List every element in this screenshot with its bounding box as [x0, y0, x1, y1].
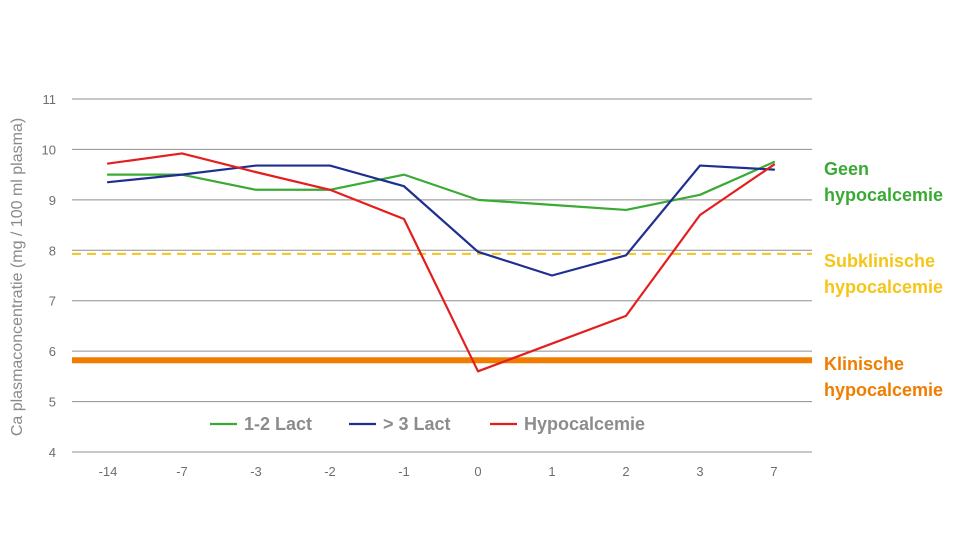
x-tick--3: -3: [250, 464, 262, 479]
legend-label-1: 1-2 Lact: [244, 414, 312, 434]
y-tick-7: 7: [49, 294, 56, 309]
legend-label-2: > 3 Lact: [383, 414, 451, 434]
y-tick-labels: 4 5 6 7 8 9 10 11: [42, 92, 56, 460]
y-tick-4: 4: [49, 445, 56, 460]
x-tick--7: -7: [176, 464, 188, 479]
x-tick--1: -1: [398, 464, 410, 479]
y-tick-9: 9: [49, 193, 56, 208]
series-line-3: [106, 152, 776, 373]
y-axis-label: Ca plasmaconcentratie (mg / 100 ml plasm…: [9, 118, 26, 436]
y-tick-6: 6: [49, 344, 56, 359]
x-tick-labels: -14 -7 -3 -2 -1 0 1 2 3 7: [99, 464, 778, 479]
y-tick-10: 10: [42, 142, 56, 157]
legend-label-3: Hypocalcemie: [524, 414, 645, 434]
x-tick-0: 0: [474, 464, 481, 479]
y-tick-11: 11: [43, 92, 57, 107]
x-tick--2: -2: [324, 464, 336, 479]
zone-annotations: Geen hypocalcemie Subklinische hypocalcemie…: [824, 159, 943, 400]
x-tick-1: 1: [548, 464, 555, 479]
x-tick-7: 7: [770, 464, 777, 479]
y-tick-5: 5: [49, 395, 56, 410]
annotation-3-line-2: hypocalcemie: [824, 380, 943, 400]
series-line-1: [106, 160, 776, 212]
y-tick-8: 8: [49, 243, 56, 258]
annotation-3-line-1: Klinische: [824, 354, 904, 374]
annotation-2-line-1: Subklinische: [824, 251, 935, 271]
grid-lines: [72, 98, 812, 453]
x-tick-3: 3: [696, 464, 703, 479]
annotation-1-line-2: hypocalcemie: [824, 185, 943, 205]
threshold-lines: [72, 252, 812, 364]
x-tick--14: -14: [99, 464, 118, 479]
series-line-2: [106, 164, 776, 277]
annotation-1-line-1: Geen: [824, 159, 869, 179]
legend: 1-2 Lact > 3 Lact Hypocalcemie: [210, 414, 645, 434]
annotation-2-line-2: hypocalcemie: [824, 277, 943, 297]
x-tick-2: 2: [622, 464, 629, 479]
series-lines: [106, 152, 776, 373]
